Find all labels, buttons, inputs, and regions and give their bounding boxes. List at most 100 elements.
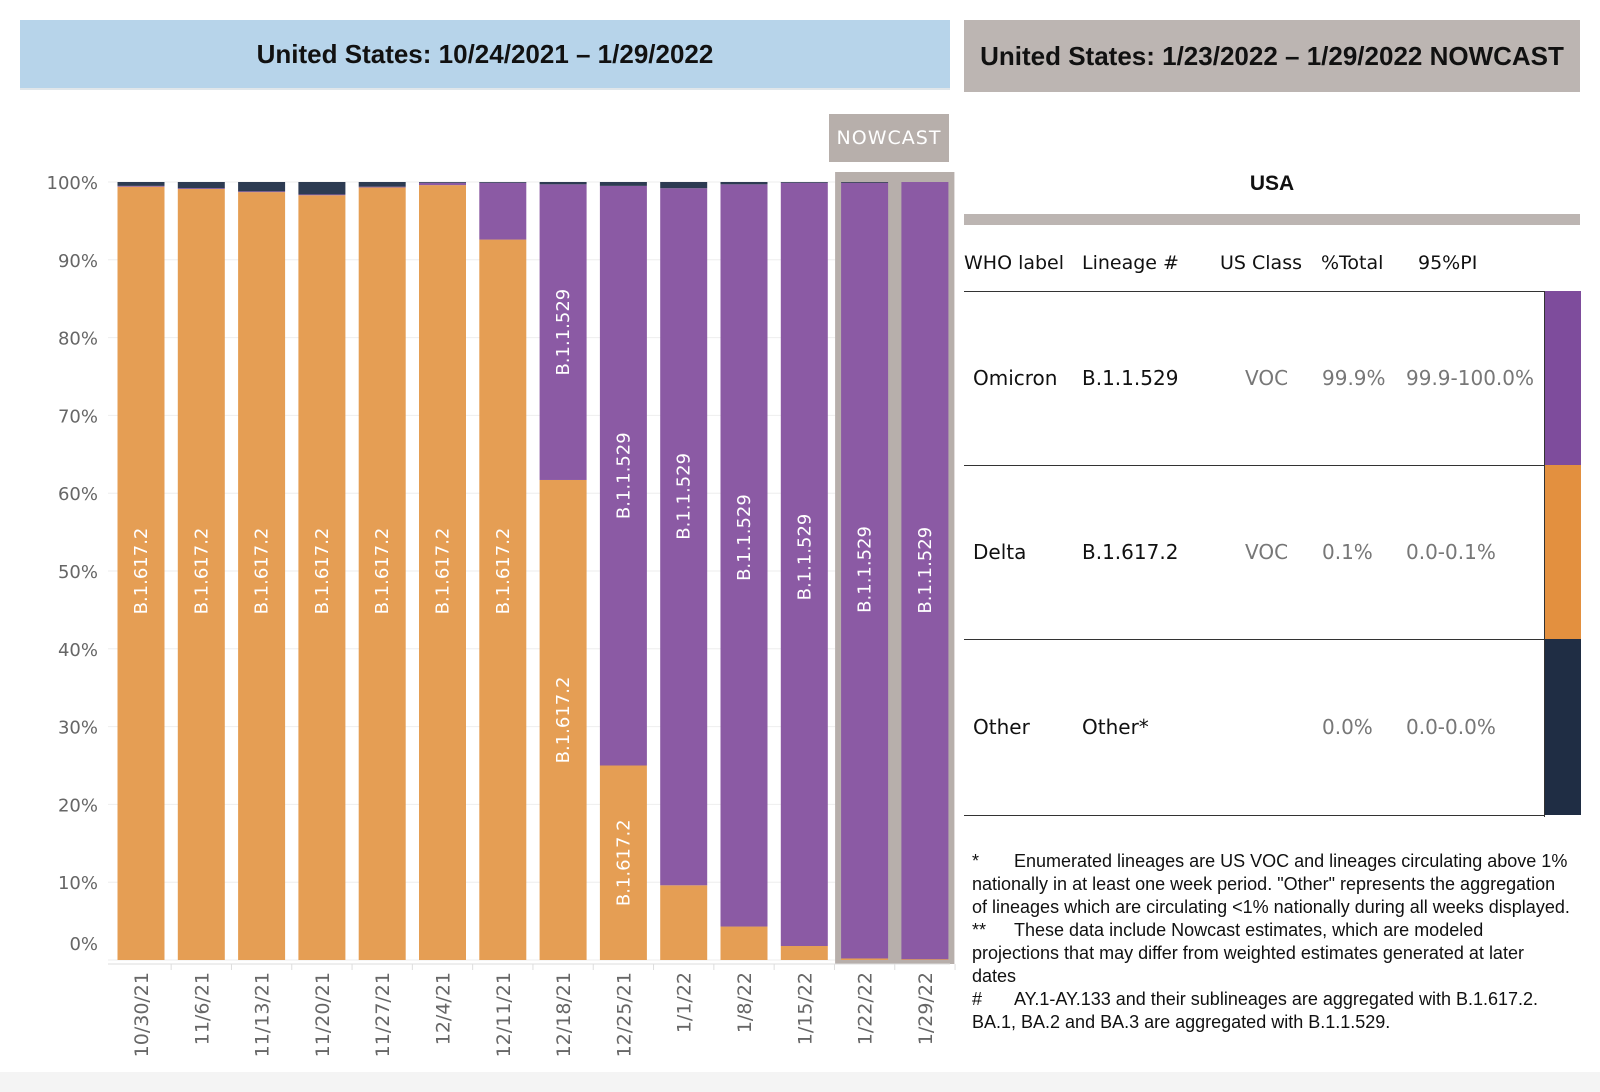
bar-segment-b-1-617-2 xyxy=(419,185,466,960)
bar-segment-b-1-617-2 xyxy=(238,192,286,960)
table-divider xyxy=(964,465,1545,466)
bar-segment-b-1-1-529 xyxy=(238,191,286,193)
bar-label: B.1.617.2 xyxy=(493,528,514,615)
table-divider xyxy=(964,639,1545,640)
x-tick-label: 12/25/21 xyxy=(613,972,635,1057)
table-row-other: Other Other* 0.0% 0.0-0.0% xyxy=(964,639,1545,815)
bar-segment-other xyxy=(660,182,708,189)
bar-label: B.1.617.2 xyxy=(191,528,212,615)
bar-label: B.1.1.529 xyxy=(794,514,815,601)
bar-segment-b-1-617-2 xyxy=(599,765,647,960)
bar-label: B.1.1.529 xyxy=(674,453,695,540)
header-who-label: WHO label xyxy=(964,252,1065,274)
bar-segment-other xyxy=(117,182,165,186)
bar-segment-other xyxy=(780,182,828,183)
row-total: 0.1% xyxy=(1322,540,1373,564)
left-chart-title: United States: 10/24/2021 – 1/29/2022 xyxy=(20,20,950,90)
bar-segment-b-1-1-529 xyxy=(720,184,768,927)
bar-segment-other xyxy=(599,182,647,186)
bar-segment-b-1-617-2 xyxy=(660,885,708,960)
bar-segment-other xyxy=(419,182,466,183)
bar-segment-b-1-617-2 xyxy=(358,187,406,961)
bar-segment-b-1-617-2 xyxy=(780,945,828,960)
row-lineage: Other* xyxy=(1082,715,1149,739)
bar-label: B.1.1.529 xyxy=(553,289,574,376)
row-lineage: B.1.617.2 xyxy=(1082,540,1179,564)
bar-label: B.1.617.2 xyxy=(252,528,273,615)
y-tick-label: 90% xyxy=(58,251,98,272)
header-us-class: US Class xyxy=(1220,252,1302,274)
x-tick-label: 1/29/22 xyxy=(915,972,937,1045)
footnote: * Enumerated lineages are US VOC and line… xyxy=(972,850,1572,919)
footnote-text: Enumerated lineages are US VOC and linea… xyxy=(972,851,1570,917)
y-tick-label: 30% xyxy=(58,718,98,739)
table-row-delta: Delta B.1.617.2 VOC 0.1% 0.0-0.1% xyxy=(964,465,1545,639)
bar-label: B.1.1.529 xyxy=(734,494,755,581)
bar-segment-b-1-617-2 xyxy=(901,959,949,960)
row-who-label: Omicron xyxy=(973,366,1058,390)
x-tick-label: 11/20/21 xyxy=(312,972,334,1057)
row-us-class: VOC xyxy=(1245,540,1289,564)
bar-label: B.1.617.2 xyxy=(433,528,454,615)
row-pi: 0.0-0.0% xyxy=(1406,715,1496,739)
bar-segment-b-1-617-2 xyxy=(841,958,889,960)
bar-segment-b-1-617-2 xyxy=(298,195,346,960)
footnotes: * Enumerated lineages are US VOC and line… xyxy=(972,850,1572,1034)
x-tick-label: 1/8/22 xyxy=(734,972,756,1033)
footnote-mark: * xyxy=(972,851,980,871)
x-tick-label: 1/22/22 xyxy=(855,972,877,1045)
bar-segment-b-1-1-529 xyxy=(419,182,466,186)
bar-segment-b-1-617-2 xyxy=(539,479,587,960)
header-total: %Total xyxy=(1321,252,1384,274)
x-axis: 10/30/21 11/6/21 11/13/21 11/20/21 11/27/21 1… xyxy=(108,963,956,1057)
bar-segment-b-1-1-529 xyxy=(117,185,165,187)
header-pi: 95%PI xyxy=(1418,252,1478,274)
y-axis: 0% 10% 20% 30% 40% 50% 60% 70% 80% 90% 100% xyxy=(47,173,98,955)
bar-segment-b-1-617-2 xyxy=(479,239,527,960)
footnote-mark: # xyxy=(972,989,983,1009)
x-tick-label: 1/1/22 xyxy=(674,972,696,1033)
variant-proportion-chart: B.1.617.2 B.1.617.2 B.1.617.2 B.1.617.2 B.1.… xyxy=(47,172,956,1057)
bar-segment-b-1-1-529 xyxy=(479,182,527,240)
bar-segment-other xyxy=(841,182,889,183)
bar-segment-b-1-617-2 xyxy=(177,189,225,960)
region-divider xyxy=(964,214,1580,225)
x-tick-label: 10/30/21 xyxy=(131,972,153,1057)
row-pi: 0.0-0.1% xyxy=(1406,540,1496,564)
bar-segment-b-1-1-529 xyxy=(841,182,889,959)
table-divider xyxy=(964,815,1545,816)
y-tick-label: 70% xyxy=(58,406,98,427)
bar-segment-b-1-617-2 xyxy=(720,926,768,960)
nowcast-tag: NOWCAST xyxy=(829,114,949,162)
bar-segment-b-1-1-529 xyxy=(539,184,587,480)
y-tick-label: 40% xyxy=(58,640,98,661)
table-vertical-divider xyxy=(1544,291,1545,817)
delta-color-swatch xyxy=(1545,465,1581,639)
other-color-swatch xyxy=(1545,639,1581,815)
bars xyxy=(117,182,949,961)
x-tick-label: 11/13/21 xyxy=(252,972,274,1057)
footnote: ** These data include Nowcast estimates, … xyxy=(972,919,1572,988)
bar-segment-b-1-1-529 xyxy=(901,182,949,960)
footnote-mark: ** xyxy=(972,920,987,940)
bar-segment-other xyxy=(720,182,768,185)
bar-labels: B.1.617.2 B.1.617.2 B.1.617.2 B.1.617.2 B.1.… xyxy=(131,289,936,906)
bar-segment-b-1-1-529 xyxy=(660,188,708,886)
footnote: # AY.1-AY.133 and their sublineages are a… xyxy=(972,988,1572,1034)
y-tick-label: 80% xyxy=(58,329,98,350)
bar-segment-other xyxy=(238,182,286,192)
bar-label: B.1.1.529 xyxy=(855,526,876,613)
y-tick-label: 60% xyxy=(58,484,98,505)
table-region-title: USA xyxy=(1249,172,1295,195)
bar-label: B.1.617.2 xyxy=(372,528,393,615)
bar-segment-other xyxy=(358,182,406,187)
x-tick-label: 12/11/21 xyxy=(493,972,515,1057)
row-total: 99.9% xyxy=(1322,366,1386,390)
bar-segment-other xyxy=(479,182,527,183)
table-divider xyxy=(964,291,1545,292)
table-row-omicron: Omicron B.1.1.529 VOC 99.9% 99.9-100.0% xyxy=(964,291,1545,465)
y-tick-label: 50% xyxy=(58,562,98,583)
omicron-color-swatch xyxy=(1545,291,1581,465)
header-lineage: Lineage # xyxy=(1082,252,1179,274)
x-tick-label: 12/4/21 xyxy=(433,972,455,1045)
